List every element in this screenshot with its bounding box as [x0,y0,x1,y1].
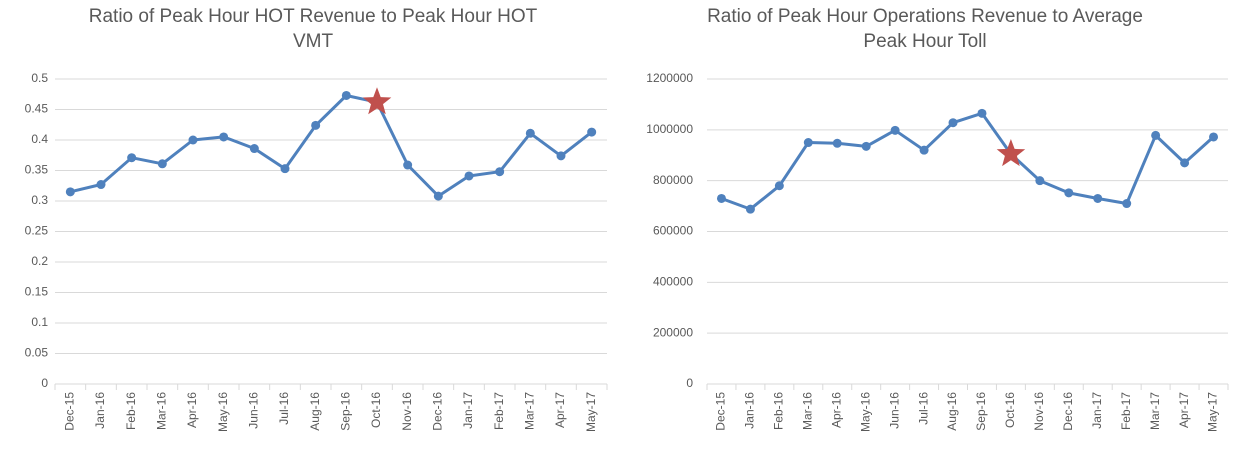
y-tick-label: 200000 [653,325,693,339]
data-point [556,151,566,161]
data-point [861,141,871,151]
data-point [774,181,784,191]
y-tick-label: 0.05 [25,346,49,360]
x-tick-label: Dec-16 [431,392,445,431]
y-tick-label: 1200000 [646,71,693,85]
x-tick-label: Sep-16 [339,392,353,431]
x-tick-label: Nov-16 [1032,392,1046,431]
data-point [1122,199,1132,209]
data-point [311,120,321,130]
y-tick-label: 0.1 [31,315,48,329]
x-tick-label: Dec-15 [714,392,728,431]
x-tick-label: Feb-17 [492,392,506,430]
data-point [495,167,505,177]
y-tick-label: 0.35 [25,163,49,177]
data-point [280,164,290,174]
y-tick-label: 1000000 [646,122,693,136]
data-point [464,171,474,181]
data-point [1035,176,1045,186]
data-point [1209,132,1219,142]
x-tick-label: Feb-16 [124,392,138,430]
data-point [803,138,813,148]
y-tick-label: 0.15 [25,285,49,299]
y-tick-label: 0.5 [31,71,48,85]
y-tick-label: 0.25 [25,224,49,238]
x-tick-label: Jul-16 [916,392,930,425]
x-tick-label: Jun-16 [247,392,261,429]
x-tick-label: Jan-17 [1090,392,1104,429]
data-point [433,191,443,201]
x-tick-label: Apr-17 [553,392,567,428]
x-tick-label: Mar-17 [1148,392,1162,430]
data-point [127,153,137,163]
highlight-star [996,139,1026,167]
data-point [832,138,842,148]
x-tick-label: May-17 [584,392,598,432]
data-point [188,135,198,145]
data-line [720,111,1215,211]
data-point [1064,188,1074,198]
x-tick-label: Sep-16 [974,392,988,431]
data-point [890,125,900,135]
data-point [249,144,259,154]
y-tick-label: 0.3 [31,193,48,207]
data-point [919,145,929,155]
y-tick-label: 400000 [653,275,693,289]
y-tick-label: 600000 [653,224,693,238]
x-tick-label: Mar-16 [800,392,814,430]
data-point [1093,193,1103,203]
data-point [65,187,75,197]
x-tick-label: Oct-16 [1003,392,1017,428]
y-tick-label: 0.4 [31,132,48,146]
data-point [157,159,167,169]
x-tick-label: Jan-17 [461,392,475,429]
x-tick-label: Aug-16 [308,392,322,431]
x-tick-label: Jan-16 [93,392,107,429]
x-tick-label: May-17 [1206,392,1220,432]
data-point [1151,130,1161,140]
chart-title: Ratio of Peak Hour HOT Revenue to Peak H… [88,6,538,52]
x-tick-label: Jul-16 [277,392,291,425]
y-tick-label: 0 [41,376,48,390]
highlight-star [362,87,392,115]
x-tick-label: Feb-17 [1119,392,1133,430]
x-tick-label: Apr-17 [1177,392,1191,428]
y-tick-label: 0.2 [31,254,48,268]
data-point [1180,158,1190,168]
x-tick-label: Aug-16 [945,392,959,431]
data-point [745,204,755,214]
data-point [403,160,413,170]
y-tick-label: 0.45 [25,102,49,116]
data-point [716,193,726,203]
x-tick-label: Mar-16 [155,392,169,430]
data-line [69,94,593,198]
x-tick-label: May-16 [216,392,230,432]
x-tick-label: Feb-16 [772,392,786,430]
x-tick-label: Apr-16 [829,392,843,428]
y-tick-label: 800000 [653,173,693,187]
x-tick-label: Dec-15 [63,392,77,431]
data-point [587,127,597,137]
data-point [341,90,351,100]
chart-title: Ratio of Peak Hour Operations Revenue to… [707,6,1143,52]
x-tick-label: Oct-16 [369,392,383,428]
data-point [219,132,229,142]
data-point [525,128,535,138]
data-point [948,118,958,128]
x-tick-label: Jan-16 [743,392,757,429]
data-point [977,108,987,118]
x-tick-label: Jun-16 [887,392,901,429]
y-tick-label: 0 [686,376,693,390]
x-tick-label: Nov-16 [400,392,414,431]
x-tick-label: May-16 [858,392,872,432]
x-tick-label: Dec-16 [1061,392,1075,431]
x-tick-label: Apr-16 [185,392,199,428]
data-point [96,180,106,190]
x-tick-label: Mar-17 [523,392,537,430]
